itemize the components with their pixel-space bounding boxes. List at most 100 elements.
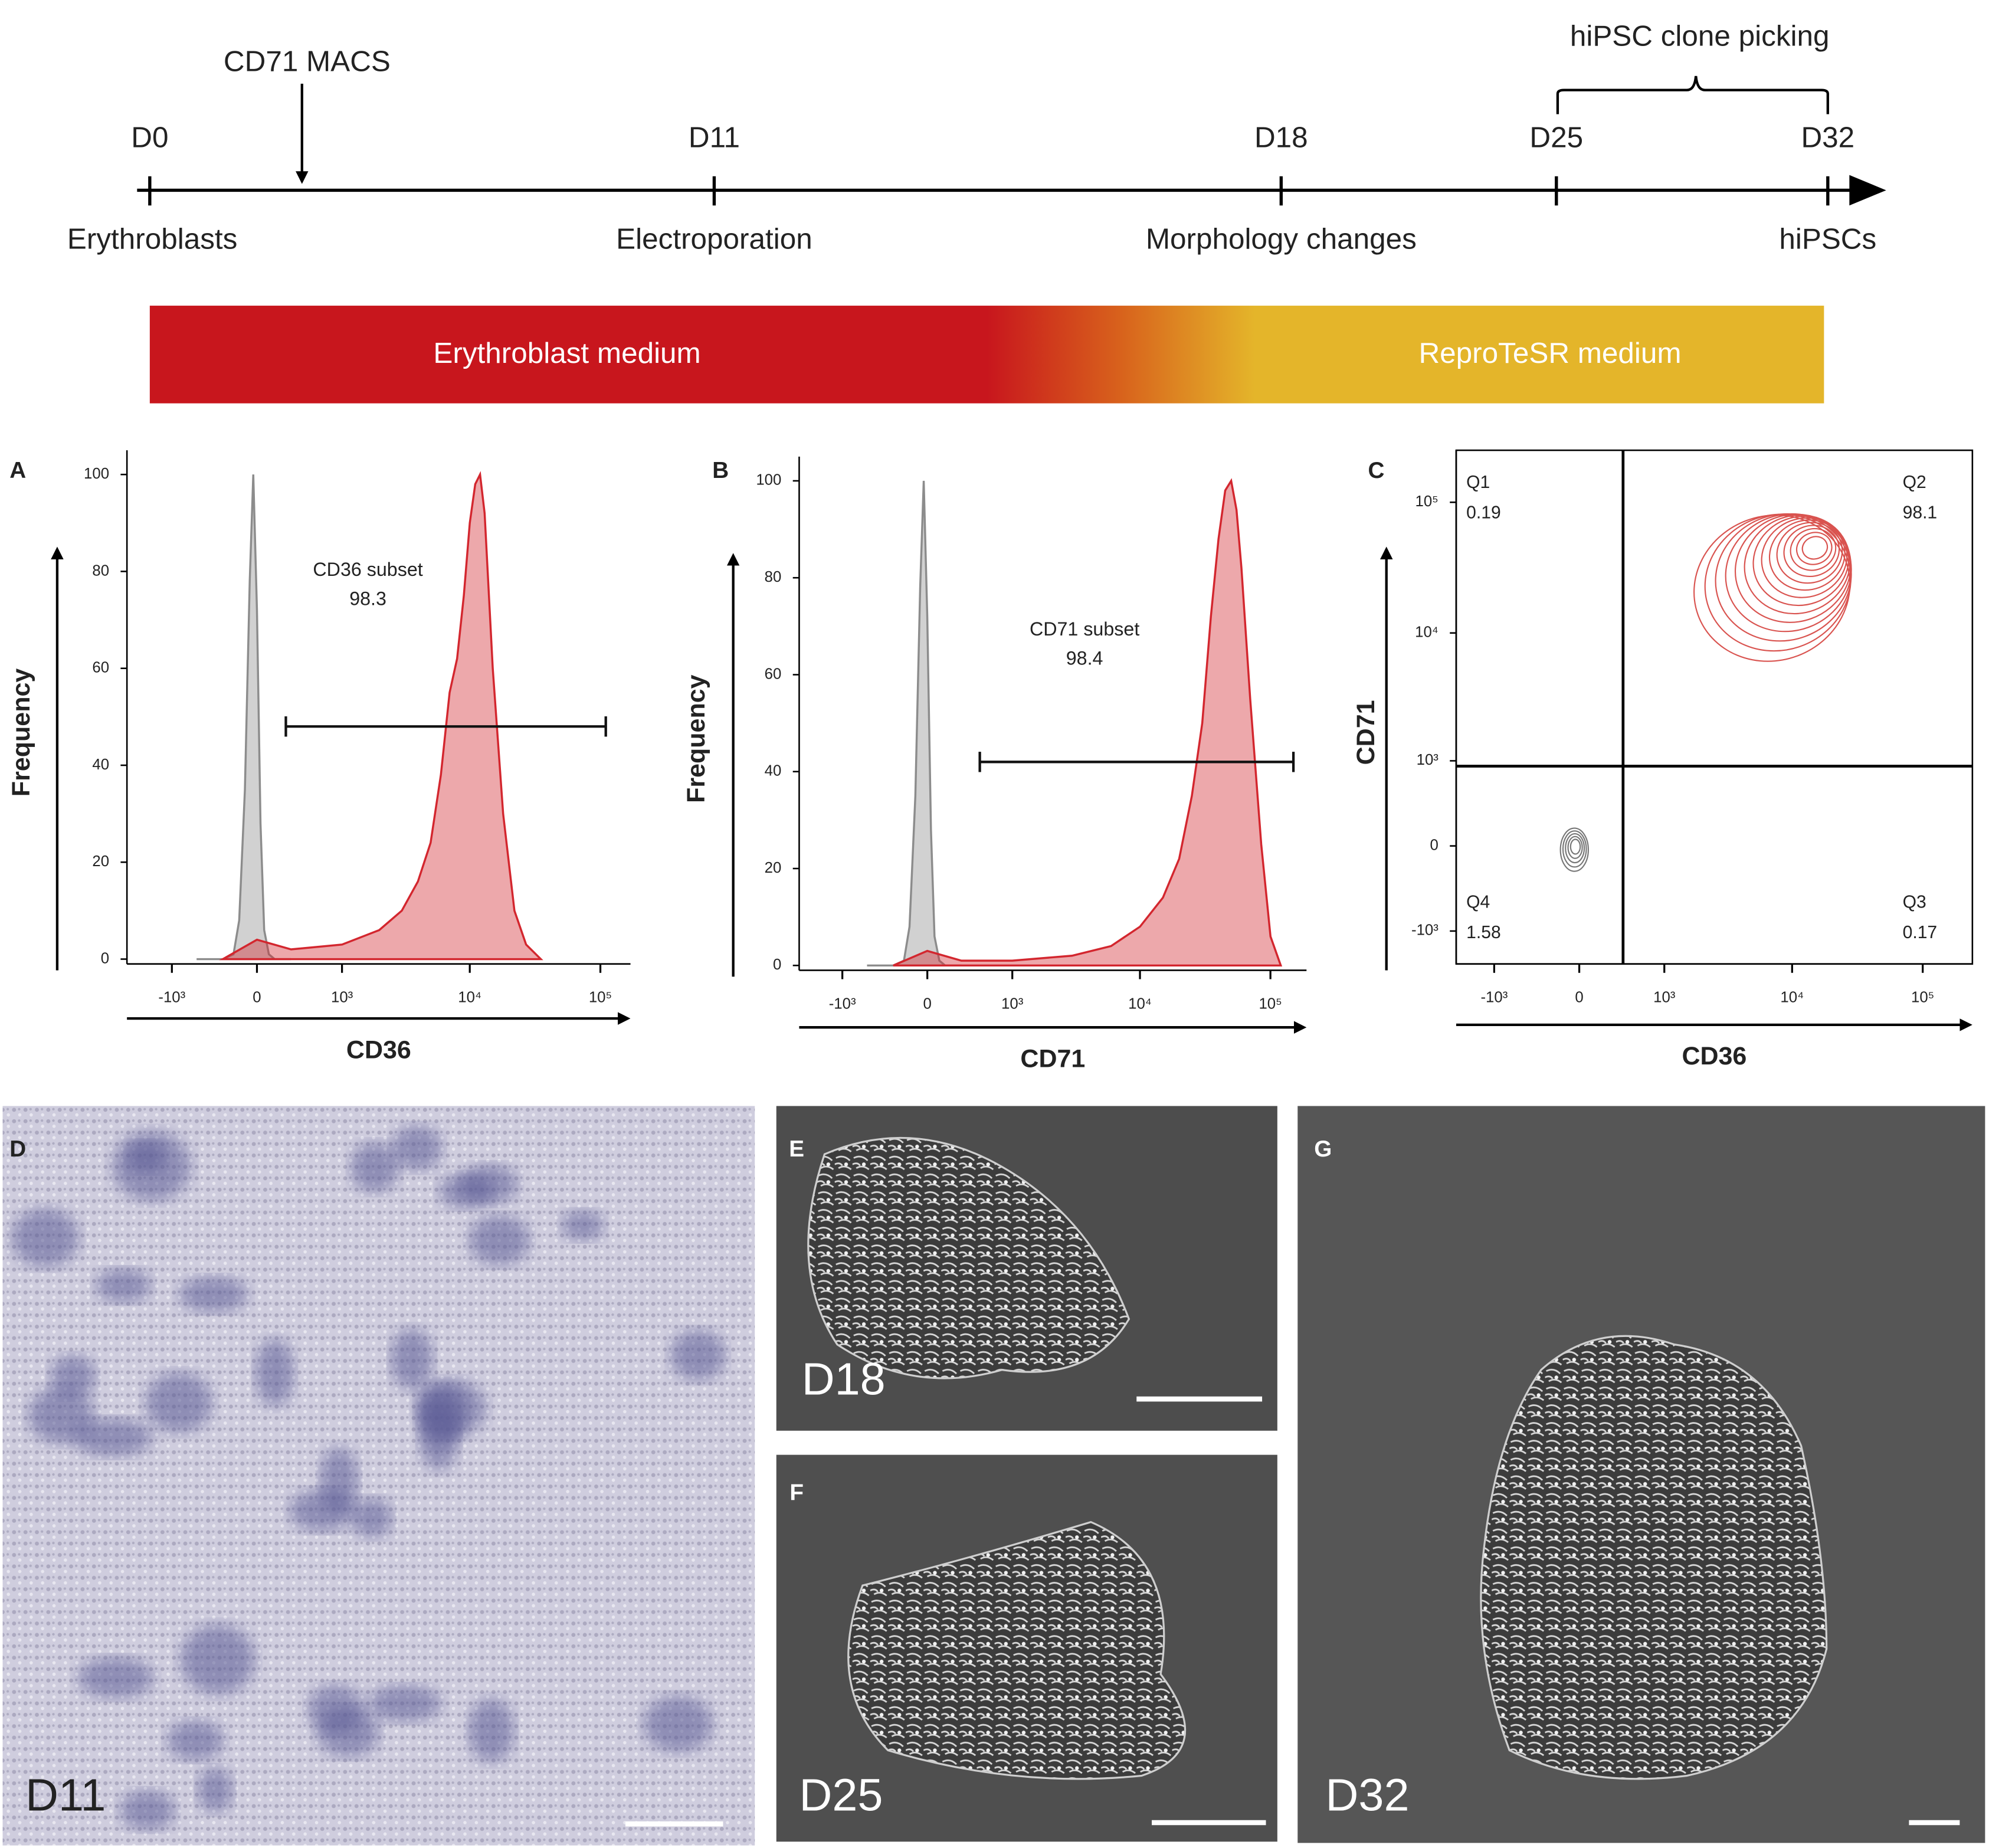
x-tick-label: 0 [1575,989,1583,1006]
y-tick-label: 80 [765,569,782,585]
stained-colony [145,1372,212,1433]
timeline-day: D18 [1254,122,1308,154]
brace-label: hiPSC clone picking [1570,20,1830,53]
x-tick-label: 10³ [1653,989,1676,1006]
x-tick-label: 0 [253,989,261,1006]
stained-colony [119,1790,176,1830]
medium-bar: Erythroblast medium ReproTeSR medium [149,306,1824,404]
y-axis-label: Frequency [7,669,35,797]
contour-ring [1801,536,1829,560]
stained-colony [438,1173,493,1208]
stained-colony [350,1142,399,1192]
contour-ring [1565,833,1585,864]
x-tick-label: 10⁴ [458,989,481,1006]
histogram-area [219,471,543,961]
stained-colony [670,1329,726,1381]
stained-colony [419,1400,459,1471]
contour-ring [1715,513,1852,642]
x-tick-label: -10³ [829,995,856,1012]
quadrant-name: Q1 [1466,473,1490,492]
contour-ring [1562,830,1587,868]
y-tick-label: 80 [92,562,109,579]
contour-ring [1693,514,1851,662]
histogram-area [196,474,291,961]
day-label: D32 [1326,1770,1410,1821]
flow-panels: A -10³ 0 10³ 10⁴ 10⁵ 0 20 40 60 80 100 Frequency CD36… [7,449,1974,1073]
y-tick-label: -10³ [1411,922,1438,939]
gate-name: CD36 subset [313,559,422,580]
stained-colony [643,1695,713,1752]
timeline-event: Erythroblasts [67,222,238,255]
stained-colony [392,1125,443,1171]
y-tick-label: 10⁴ [1415,624,1438,641]
panel-letter: D [9,1136,26,1162]
contour-ring [1567,835,1583,859]
stained-colony [166,1720,224,1761]
stained-colony [317,1707,379,1757]
x-tick-label: 10⁵ [1259,995,1282,1012]
timeline-arrowhead [1849,175,1886,206]
stained-colony [468,1215,530,1266]
y-tick-label: 60 [765,666,782,682]
timeline-day: D11 [689,122,740,154]
quadrant-value: 98.1 [1903,503,1938,523]
medium-gradient [149,306,1824,404]
x-axis-label: CD36 [346,1036,411,1064]
quadrant-name: Q4 [1466,892,1490,912]
stained-colony [50,1355,96,1398]
panel-letter: C [1368,458,1385,483]
panel-letter: A [9,458,26,483]
medium-label: Erythroblast medium [433,337,700,369]
contour-ring [1768,519,1846,591]
y-tick-label: 0 [773,956,781,973]
quadrant-name: Q3 [1903,892,1926,912]
y-tick-label: 0 [101,950,109,966]
clone-brace [1556,76,1829,114]
stained-colony [197,1767,233,1813]
timeline-day: D32 [1801,122,1854,154]
stained-colony [180,1624,255,1695]
stained-colony [77,1657,154,1699]
timeline-event: hiPSCs [1779,222,1876,255]
colony [807,1136,1131,1380]
y-tick-label: 10³ [1417,752,1439,768]
day-label: D18 [802,1354,886,1405]
panel-letter: E [789,1136,804,1162]
stained-colony [73,1418,153,1457]
medium-label: ReproTeSR medium [1418,337,1681,369]
x-axis-label: CD36 [1682,1042,1746,1070]
stained-colony [255,1338,294,1407]
plot-frame [1455,449,1974,965]
x-tick-label: 0 [923,995,931,1012]
quadrant-name: Q2 [1903,473,1926,492]
quadrant-value: 1.58 [1466,923,1501,942]
y-tick-label: 20 [92,853,109,870]
stained-colony [28,1387,95,1444]
y-tick-label: 20 [765,860,782,876]
stained-colony [390,1328,433,1390]
x-tick-label: 10³ [1001,995,1024,1012]
contour-ring [1761,517,1848,598]
panel-letter: B [712,458,729,483]
x-tick-label: 10⁵ [589,989,612,1006]
colony [1480,1335,1828,1780]
timeline-day: D25 [1529,122,1583,154]
stained-colony [561,1210,604,1241]
panel-letter: G [1314,1136,1332,1162]
x-tick-label: -10³ [158,989,185,1006]
x-axis-label: CD71 [1020,1044,1085,1073]
micrograph [2,1106,755,1846]
stained-colony [468,1698,515,1762]
y-tick-label: 40 [92,756,109,773]
y-tick-label: 100 [84,466,109,482]
y-tick-label: 0 [1430,837,1438,853]
x-tick-label: 10⁵ [1911,989,1934,1006]
contour-ring [1776,522,1843,584]
timeline-event: Electroporation [616,222,812,255]
y-axis-label: Frequency [682,674,710,802]
timeline-event: Morphology changes [1146,222,1417,255]
histogram-area [867,480,962,967]
colony [847,1521,1187,1780]
contour-ring [1795,532,1833,565]
